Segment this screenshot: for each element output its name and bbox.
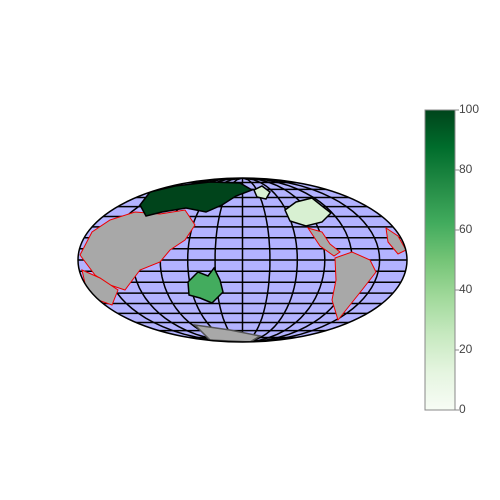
land-shape [192, 323, 263, 342]
colorbar [424, 109, 456, 411]
grid-line [242, 178, 381, 342]
globe-frame [77, 177, 408, 343]
colorbar-tick-label: 0 [459, 402, 466, 416]
colorbar-tick-label: 80 [459, 162, 473, 176]
region [284, 197, 333, 227]
colorbar-tick-label: 40 [459, 282, 473, 296]
region [139, 181, 254, 217]
regions [139, 181, 333, 304]
region [253, 185, 271, 200]
colorbar-tick-label: 100 [459, 102, 479, 116]
land-shape [79, 209, 196, 291]
grid-line [242, 178, 299, 342]
colorbar-tick-label: 60 [459, 222, 473, 236]
region [187, 266, 224, 304]
land-shape [306, 227, 341, 257]
grid-line [242, 178, 326, 342]
colorbar-tick-label: 20 [459, 342, 473, 356]
land [79, 209, 407, 342]
land-shape [385, 226, 407, 255]
land-shape [331, 251, 377, 322]
